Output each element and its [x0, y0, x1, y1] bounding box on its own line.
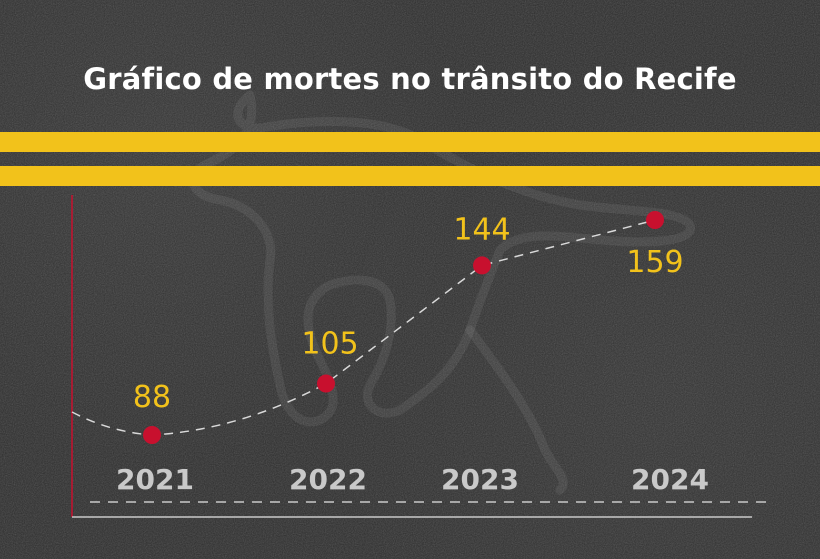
value-label-2023: 144	[453, 212, 510, 247]
year-label-2024: 2024	[631, 463, 709, 496]
value-label-2024: 159	[626, 245, 683, 280]
road-stripe-top	[0, 132, 820, 152]
value-label-2022: 105	[301, 327, 358, 362]
data-point-2024	[646, 211, 664, 229]
data-point-2021	[143, 426, 161, 444]
data-point-2022	[317, 374, 335, 393]
year-label-2021: 2021	[116, 463, 194, 496]
year-label-2022: 2022	[289, 463, 367, 496]
series-line	[71, 219, 656, 436]
data-point-2023	[473, 256, 491, 275]
chart-title: Gráfico de mortes no trânsito do Recife	[83, 62, 737, 96]
road-stripe-bottom	[0, 166, 820, 186]
body-outline-leg	[465, 325, 568, 495]
year-label-2023: 2023	[441, 463, 519, 496]
body-outline-drawing	[188, 90, 695, 427]
value-label-2021: 88	[133, 380, 171, 415]
